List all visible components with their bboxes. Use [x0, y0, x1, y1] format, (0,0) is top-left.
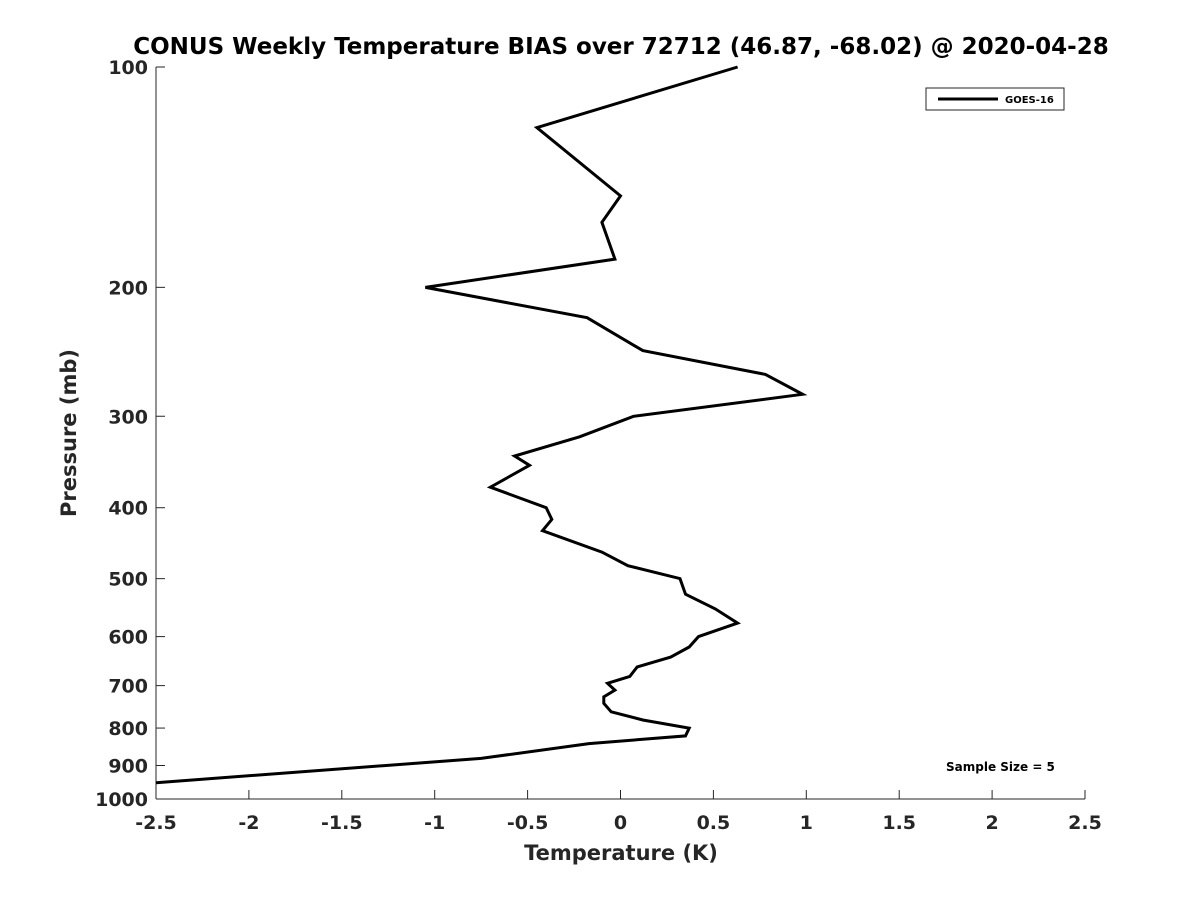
legend-entry: GOES-16	[1005, 95, 1054, 106]
y-tick-label: 700	[108, 676, 148, 698]
x-tick-label: 0.5	[697, 812, 731, 834]
x-tick-label: 1.5	[882, 812, 916, 834]
series-layer	[155, 65, 808, 785]
y-axis-label: Pressure (mb)	[57, 349, 81, 517]
y-tick-label: 200	[108, 277, 148, 299]
chart-title: CONUS Weekly Temperature BIAS over 72712…	[133, 34, 1108, 60]
y-axis-ticks: 100 200 300 400 500 600 700 800 900 1000	[95, 57, 165, 811]
x-tick-label: -2	[238, 812, 259, 834]
x-axis-label: Temperature (K)	[524, 841, 718, 865]
y-tick-label: 100	[108, 57, 148, 79]
y-tick-label: 400	[108, 498, 148, 520]
x-axis-ticks: -2.5 -2 -1.5 -1 -0.5 0 0.5 1 1.5 2 2.5	[135, 790, 1102, 834]
x-tick-label: 2	[985, 812, 998, 834]
x-tick-label: -0.5	[507, 812, 549, 834]
x-tick-label: -2.5	[135, 812, 177, 834]
y-tick-label: 300	[108, 406, 148, 428]
sample-size-annotation: Sample Size = 5	[946, 760, 1055, 774]
x-tick-label: -1.5	[321, 812, 363, 834]
x-tick-label: 2.5	[1068, 812, 1102, 834]
y-tick-label: 500	[108, 569, 148, 591]
y-tick-label: 1000	[95, 789, 148, 811]
y-tick-label: 900	[108, 756, 148, 778]
x-tick-label: 1	[800, 812, 813, 834]
y-tick-label: 600	[108, 627, 148, 649]
x-tick-label: 0	[614, 812, 627, 834]
x-tick-label: -1	[424, 812, 445, 834]
legend: GOES-16	[925, 87, 1065, 111]
series-line-goes-16	[155, 65, 808, 785]
y-tick-label: 800	[108, 718, 148, 740]
plot-area	[156, 67, 1085, 799]
